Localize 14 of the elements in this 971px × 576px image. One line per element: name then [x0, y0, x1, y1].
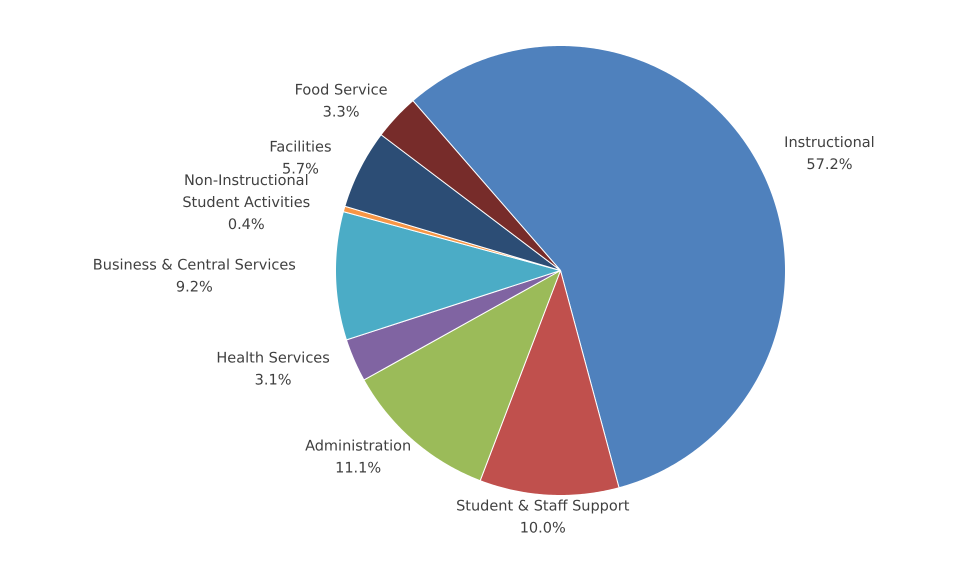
data-label: 10.0% [520, 520, 566, 537]
slice-label: Food Service [294, 82, 388, 99]
data-label: 9.2% [176, 280, 213, 296]
slice-label: Facilities [269, 140, 332, 156]
data-label: 0.4% [228, 216, 265, 233]
data-label: 3.3% [322, 104, 360, 121]
data-label: 3.1% [254, 372, 292, 388]
slice-label: Business & Central Services [92, 258, 296, 274]
data-label: 11.1% [335, 460, 382, 477]
slice-label: Instructional [784, 135, 875, 152]
slice-label: Administration [305, 438, 412, 455]
slice-label: Health Services [216, 350, 330, 366]
slice-label: Student & Staff Support [456, 498, 630, 515]
data-label: 57.2% [806, 157, 852, 174]
